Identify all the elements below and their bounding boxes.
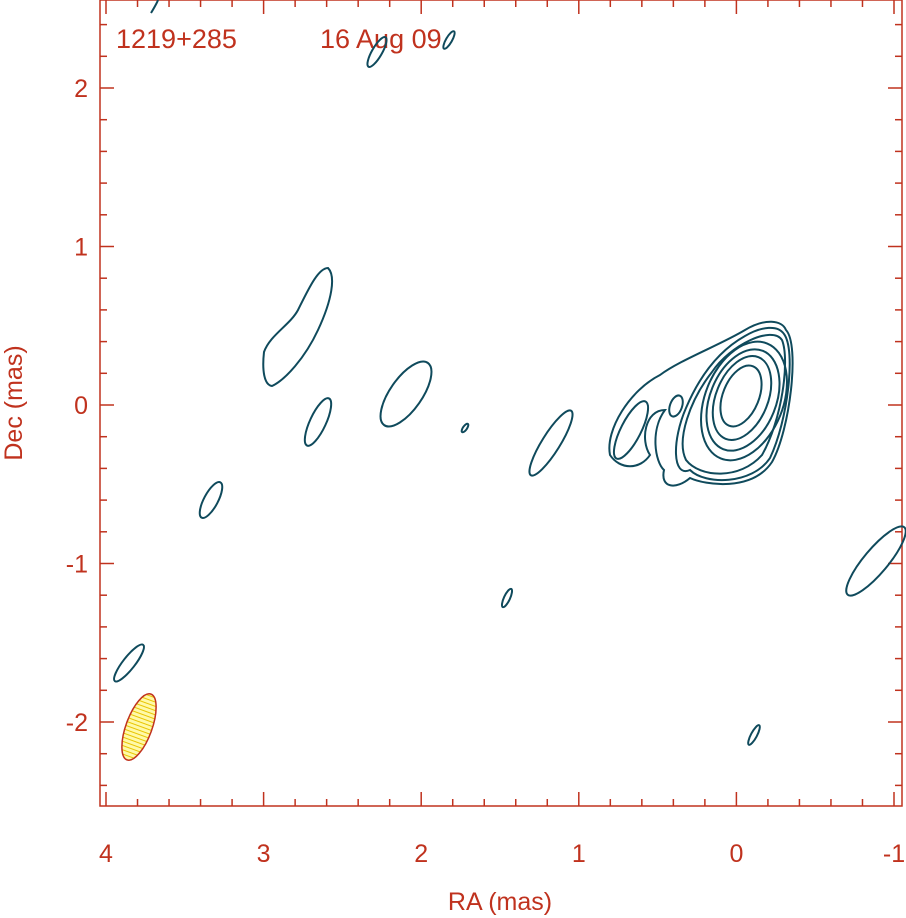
y-tick-label: 2 — [74, 75, 88, 103]
x-tick-label: 0 — [729, 840, 743, 868]
x-tick-label: 1 — [572, 840, 586, 868]
plot-frame — [99, 0, 903, 807]
contours — [113, 0, 906, 761]
axis-ticks — [100, 0, 902, 806]
x-tick-label: 4 — [99, 840, 113, 868]
jet-components — [113, 0, 906, 746]
x-axis-title: RA (mas) — [448, 888, 552, 916]
y-axis-title: Dec (mas) — [0, 345, 28, 460]
y-tick-label: -2 — [66, 709, 88, 737]
y-tick-label: -1 — [66, 551, 88, 579]
x-tick-labels: 4 3 2 1 0 -1 — [99, 840, 905, 868]
beam-ellipse — [121, 693, 157, 761]
core-contours — [608, 320, 794, 487]
x-tick-label: -1 — [883, 840, 905, 868]
x-tick-label: 3 — [257, 840, 271, 868]
y-tick-labels: 2 1 0 -1 -2 — [66, 75, 88, 737]
x-tick-label: 2 — [414, 840, 428, 868]
y-tick-label: 1 — [74, 234, 88, 262]
y-tick-label: 0 — [74, 392, 88, 420]
source-name: 1219+285 — [116, 24, 237, 54]
